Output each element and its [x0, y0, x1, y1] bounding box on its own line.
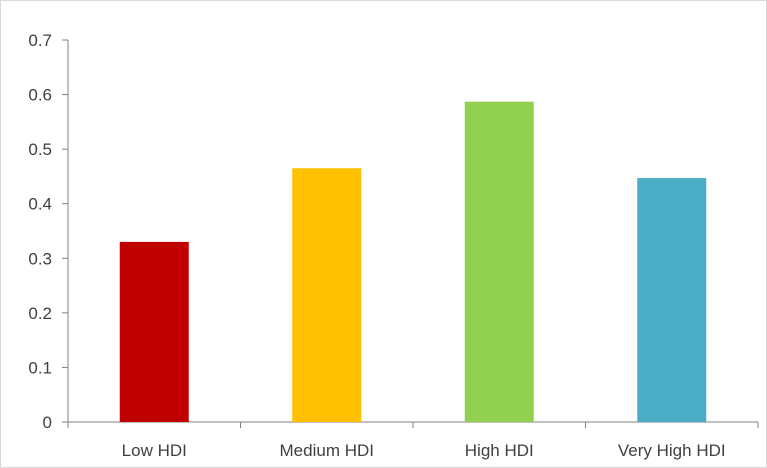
- x-tick-label: High HDI: [465, 441, 534, 460]
- x-tick-label: Low HDI: [122, 441, 187, 460]
- y-tick-label: 0.7: [28, 31, 52, 50]
- y-tick-label: 0.1: [28, 358, 52, 377]
- y-axis: 0 0.1 0.2 0.3 0.4 0.5 0.6 0.7: [28, 31, 69, 432]
- x-tick-label: Very High HDI: [618, 441, 726, 460]
- x-axis: Low HDI Medium HDI High HDI Very High HDI: [67, 421, 759, 460]
- x-tick-label: Medium HDI: [280, 441, 374, 460]
- bars: [119, 101, 707, 422]
- y-tick-label: 0.3: [28, 249, 52, 268]
- bar: [464, 101, 534, 422]
- y-tick-label: 0.6: [28, 86, 52, 105]
- y-tick-label: 0.2: [28, 304, 52, 323]
- y-tick-label: 0: [43, 413, 52, 432]
- bar: [292, 168, 362, 422]
- y-tick-label: 0.4: [28, 195, 52, 214]
- bar: [119, 241, 189, 422]
- y-tick-label: 0.5: [28, 140, 52, 159]
- bar: [637, 178, 707, 422]
